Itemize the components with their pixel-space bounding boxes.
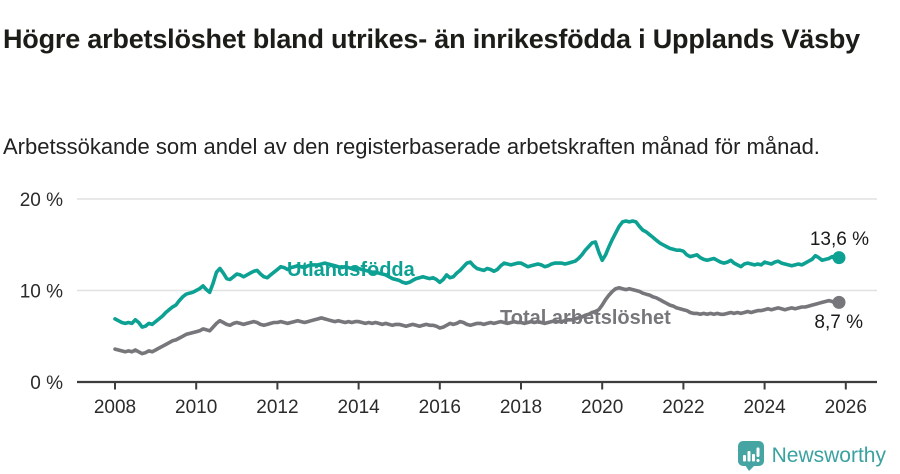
page-title: Högre arbetslöshet bland utrikes- än inr… [3, 24, 860, 55]
total-arbetsloshet-series-label: Total arbetslöshet [500, 307, 671, 329]
y-tick-label: 20 % [20, 190, 63, 211]
x-tick-label: 2016 [419, 397, 461, 418]
x-axis: 2008 2010 2012 2014 2016 2018 2020 2022 2024 2026 [94, 383, 867, 418]
total-arbetsloshet-end-dot [832, 295, 846, 309]
x-tick-label: 2012 [256, 397, 298, 418]
x-tick-label: 2024 [743, 397, 786, 418]
x-tick-label: 2018 [500, 397, 542, 418]
x-tick-label: 2010 [175, 397, 217, 418]
utlandsfodda-series-label: Utlandsfödda [287, 259, 416, 281]
page-subtitle: Arbetssökande som andel av den registerb… [3, 134, 820, 159]
total-arbetsloshet-line [113, 285, 841, 356]
x-tick-label: 2022 [662, 397, 704, 418]
x-tick-label: 2026 [825, 397, 867, 418]
utlandsfodda-line [113, 219, 841, 329]
y-axis: 20 % 10 % 0 % [20, 190, 877, 394]
x-tick-label: 2008 [94, 397, 136, 418]
newsworthy-bubble-chart-icon [737, 441, 764, 471]
newsworthy-brand-name: Newsworthy [771, 443, 886, 467]
utlandsfodda-end-value-label: 13,6 % [810, 229, 869, 250]
y-tick-label: 0 % [30, 373, 63, 394]
newsworthy-logo[interactable]: Newsworthy [737, 440, 886, 471]
x-tick-label: 2020 [581, 397, 623, 418]
x-tick-label: 2014 [337, 397, 380, 418]
utlandsfodda-end-dot [832, 251, 846, 265]
total-arbetsloshet-end-value-label: 8,7 % [814, 312, 863, 333]
y-tick-label: 10 % [20, 282, 63, 303]
